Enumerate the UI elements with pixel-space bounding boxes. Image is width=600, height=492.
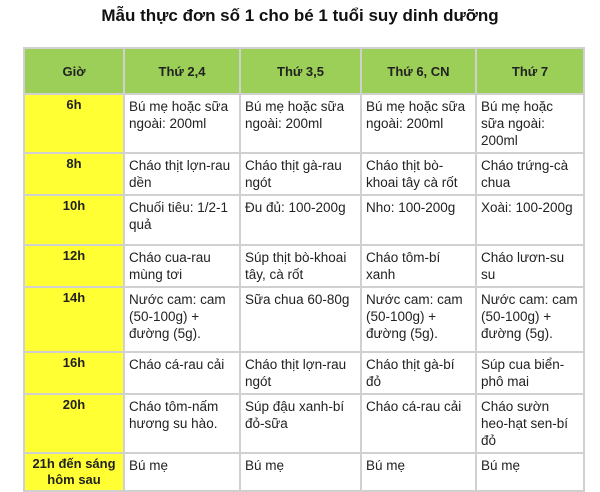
meal-cell: Đu đủ: 100-200g (239, 194, 362, 246)
meal-cell: Cháo thịt bò-khoai tây cà rốt (360, 152, 477, 196)
meal-cell: Cháo sườn heo-hạt sen-bí đỏ (475, 393, 585, 454)
header-fri-sun: Thứ 6, CN (360, 47, 477, 95)
header-row: Giờ Thứ 2,4 Thứ 3,5 Thứ 6, CN Thứ 7 (23, 47, 585, 95)
meal-cell: Súp đậu xanh-bí đỏ-sữa (239, 393, 362, 454)
meal-cell: Cháo cá-rau cải (123, 351, 241, 395)
meal-cell: Nước cam: cam (50-100g) + đường (5g). (123, 286, 241, 353)
time-cell: 16h (23, 351, 125, 395)
meal-cell: Bú mẹ (123, 452, 241, 492)
meal-cell: Bú mẹ (239, 452, 362, 492)
meal-cell: Nước cam: cam (50-100g) + đường (5g). (360, 286, 477, 353)
table-row: 6h Bú mẹ hoặc sữa ngoài: 200ml Bú mẹ hoặc … (23, 93, 585, 154)
meal-cell: Nho: 100-200g (360, 194, 477, 246)
meal-cell: Súp cua biển-phô mai (475, 351, 585, 395)
meal-cell: Cháo thịt lợn-rau ngót (239, 351, 362, 395)
time-cell: 21h đến sáng hôm sau (23, 452, 125, 492)
meal-cell: Cháo thịt lợn-rau dền (123, 152, 241, 196)
meal-cell: Nước cam: cam (50-100g) + đường (5g). (475, 286, 585, 353)
time-cell: 6h (23, 93, 125, 154)
header-tue-thu: Thứ 3,5 (239, 47, 362, 95)
table-row: 14h Nước cam: cam (50-100g) + đường (5g).… (23, 286, 585, 353)
meal-cell: Xoài: 100-200g (475, 194, 585, 246)
meal-cell: Bú mẹ hoặc sữa ngoài: 200ml (360, 93, 477, 154)
meal-cell: Bú mẹ hoặc sữa ngoài: 200ml (239, 93, 362, 154)
meal-plan-table: Giờ Thứ 2,4 Thứ 3,5 Thứ 6, CN Thứ 7 6h Bú… (23, 47, 585, 492)
header-mon-wed: Thứ 2,4 (123, 47, 241, 95)
meal-cell: Sữa chua 60-80g (239, 286, 362, 353)
meal-cell: Cháo tôm-bí xanh (360, 244, 477, 288)
meal-cell: Cháo trứng-cà chua (475, 152, 585, 196)
table-row: 10h Chuối tiêu: 1/2-1 quả Đu đủ: 100-200g N… (23, 194, 585, 246)
meal-cell: Bú mẹ (360, 452, 477, 492)
time-cell: 14h (23, 286, 125, 353)
meal-cell: Bú mẹ (475, 452, 585, 492)
time-cell: 12h (23, 244, 125, 288)
meal-cell: Súp thịt bò-khoai tây, cà rốt (239, 244, 362, 288)
table-row: 8h Cháo thịt lợn-rau dền Cháo thịt gà-rau … (23, 152, 585, 196)
table-row: 21h đến sáng hôm sau Bú mẹ Bú mẹ Bú mẹ Bú mẹ (23, 452, 585, 492)
table-row: 20h Cháo tôm-nấm hương su hào. Súp đậu xan… (23, 393, 585, 454)
meal-cell: Bú mẹ hoặc sữa ngoài: 200ml (123, 93, 241, 154)
meal-cell: Cháo thịt gà-bí đỏ (360, 351, 477, 395)
meal-cell: Cháo thịt gà-rau ngót (239, 152, 362, 196)
meal-cell: Cháo lươn-su su (475, 244, 585, 288)
table-row: 12h Cháo cua-rau mùng tơi Súp thịt bò-khoa… (23, 244, 585, 288)
header-sat: Thứ 7 (475, 47, 585, 95)
header-time: Giờ (23, 47, 125, 95)
meal-cell: Cháo tôm-nấm hương su hào. (123, 393, 241, 454)
time-cell: 20h (23, 393, 125, 454)
meal-cell: Cháo cua-rau mùng tơi (123, 244, 241, 288)
time-cell: 10h (23, 194, 125, 246)
meal-cell: Chuối tiêu: 1/2-1 quả (123, 194, 241, 246)
time-cell: 8h (23, 152, 125, 196)
table-row: 16h Cháo cá-rau cải Cháo thịt lợn-rau ngót… (23, 351, 585, 395)
meal-cell: Bú mẹ hoặc sữa ngoài: 200ml (475, 93, 585, 154)
page-title: Mẫu thực đơn số 1 cho bé 1 tuổi suy dinh… (101, 6, 499, 25)
meal-cell: Cháo cá-rau cải (360, 393, 477, 454)
